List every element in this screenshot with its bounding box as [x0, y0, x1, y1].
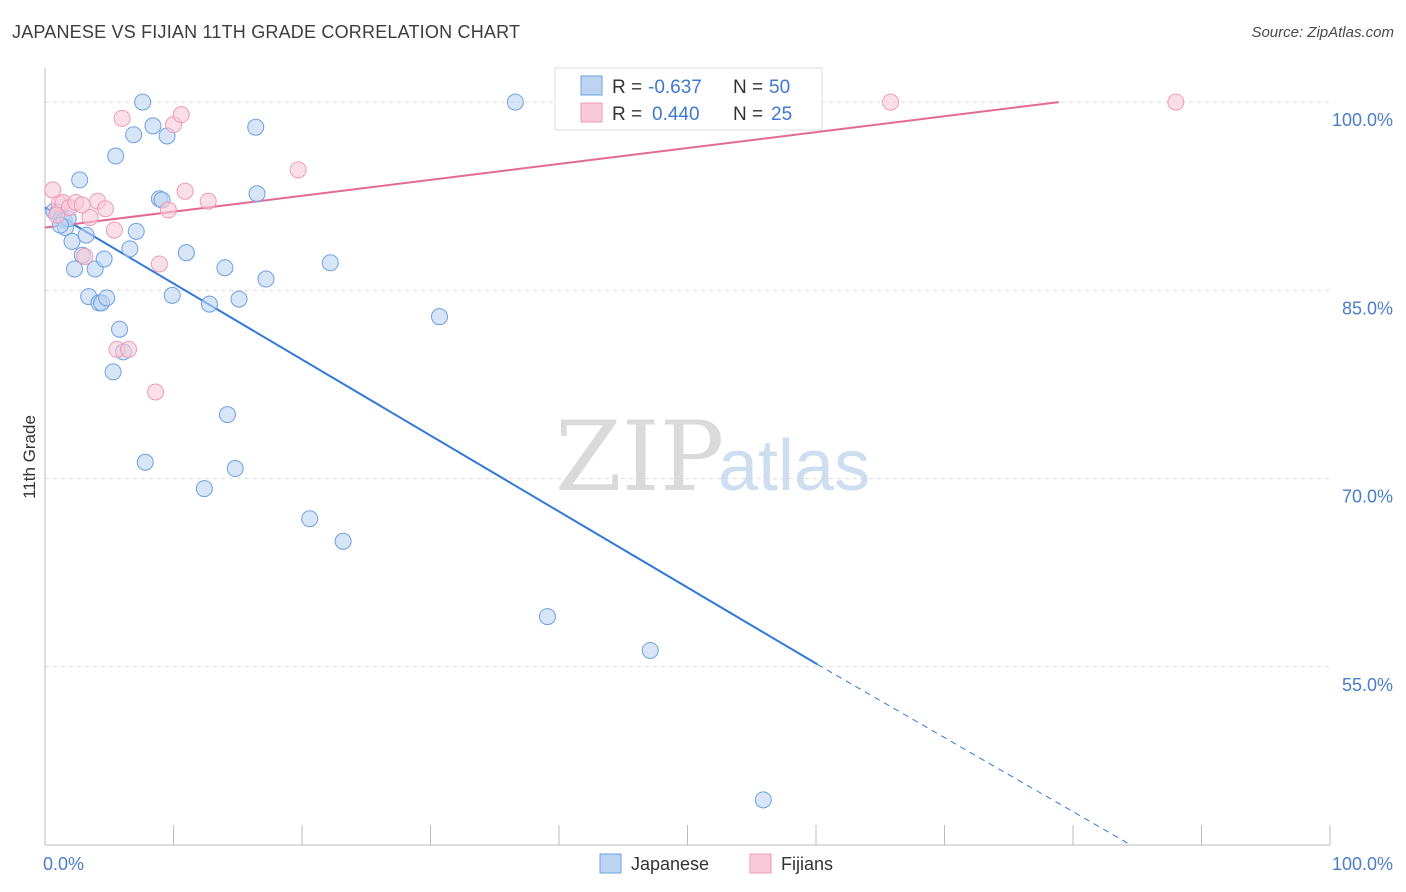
point-japanese — [301, 510, 319, 528]
japanese-n-label: N = — [733, 77, 763, 98]
point-fijians — [113, 109, 131, 127]
point-fijians — [105, 221, 123, 239]
point-japanese — [127, 222, 145, 240]
watermark-zip: ZIP — [555, 401, 724, 513]
point-fijians — [176, 182, 194, 200]
point-japanese — [247, 118, 265, 136]
point-japanese — [334, 532, 352, 550]
point-japanese — [66, 260, 84, 278]
point-japanese — [63, 232, 81, 250]
point-fijians — [76, 247, 94, 265]
point-japanese — [95, 250, 113, 268]
point-fijians — [159, 201, 177, 219]
watermark: ZIP atlas — [555, 401, 870, 513]
y-tick-label: 70.0% — [1342, 487, 1393, 507]
y-tick-label: 55.0% — [1342, 675, 1393, 695]
point-japanese — [77, 226, 95, 244]
point-fijians — [120, 340, 138, 358]
point-japanese — [136, 453, 154, 471]
y-tick-label: 100.0% — [1332, 110, 1393, 130]
point-japanese — [111, 320, 129, 338]
point-fijians — [96, 200, 114, 218]
x-tick-label: 100.0% — [1332, 854, 1393, 874]
point-japanese — [195, 480, 213, 498]
point-fijians — [882, 93, 900, 111]
gridlines — [45, 101, 1330, 668]
point-fijians — [172, 106, 190, 124]
point-japanese — [226, 460, 244, 478]
trend-line-extension-japanese — [817, 663, 1132, 846]
fijians-n-value: 25 — [771, 104, 792, 125]
point-japanese — [506, 93, 524, 111]
point-fijians — [147, 383, 165, 401]
point-fijians — [1167, 93, 1185, 111]
point-fijians — [44, 181, 62, 199]
point-japanese — [538, 608, 556, 626]
point-japanese — [125, 126, 143, 144]
point-japanese — [134, 93, 152, 111]
point-fijians — [48, 206, 66, 224]
point-japanese — [144, 117, 162, 135]
stats-box: R = -0.637 N = 50 R = 0.440 N = 25 — [554, 67, 823, 131]
fijians-swatch — [580, 102, 603, 123]
y-tick-label: 85.0% — [1342, 298, 1393, 318]
point-japanese — [754, 791, 772, 809]
point-japanese — [121, 240, 139, 258]
fijians-r-label: R = — [612, 104, 642, 125]
watermark-atlas: atlas — [718, 426, 870, 506]
trend-line-japanese — [44, 206, 818, 666]
fijians-r-value: 0.440 — [652, 104, 700, 125]
point-japanese — [104, 363, 122, 381]
japanese-r-value: -0.637 — [648, 77, 702, 98]
point-japanese — [71, 171, 89, 189]
axes — [44, 68, 1331, 846]
chart-title: JAPANESE VS FIJIAN 11TH GRADE CORRELATIO… — [12, 22, 521, 42]
japanese-n-value: 50 — [769, 77, 790, 98]
y-axis-label: 11th Grade — [20, 415, 39, 499]
point-japanese — [321, 254, 339, 272]
legend-fijians-swatch — [749, 853, 772, 874]
japanese-r-label: R = — [612, 77, 642, 98]
point-japanese — [107, 147, 125, 165]
legend-japanese-label: Japanese — [631, 854, 709, 874]
source-credit: Source: ZipAtlas.com — [1251, 24, 1394, 41]
legend: Japanese Fijians — [599, 853, 833, 874]
data-points — [44, 93, 1185, 809]
point-japanese — [230, 290, 248, 308]
point-japanese — [430, 308, 448, 326]
point-fijians — [81, 209, 99, 227]
point-japanese — [248, 185, 266, 203]
legend-fijians-label: Fijians — [781, 854, 833, 874]
point-japanese — [98, 289, 116, 307]
point-fijians — [199, 192, 217, 210]
point-japanese — [218, 406, 236, 424]
trend-line-fijians — [44, 101, 1059, 229]
point-japanese — [177, 244, 195, 262]
point-japanese — [216, 259, 234, 277]
point-fijians — [150, 255, 168, 273]
fijians-n-label: N = — [733, 104, 763, 125]
point-japanese — [641, 641, 659, 659]
point-japanese — [163, 286, 181, 304]
japanese-swatch — [580, 75, 603, 96]
point-japanese — [257, 270, 275, 288]
legend-japanese-swatch — [599, 853, 622, 874]
x-tick-label: 0.0% — [43, 854, 84, 874]
point-japanese — [200, 295, 218, 313]
tick-labels: 100.0% 85.0% 70.0% 55.0% 0.0% 100.0% — [43, 110, 1393, 874]
point-fijians — [289, 161, 307, 179]
